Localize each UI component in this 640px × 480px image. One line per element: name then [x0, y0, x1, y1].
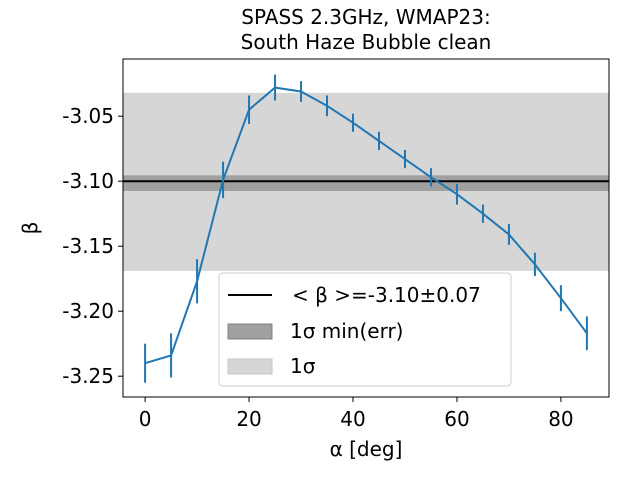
x-axis-label: α [deg]	[330, 437, 403, 461]
chart-title-line1: SPASS 2.3GHz, WMAP23:	[241, 5, 490, 29]
plot-area: < β >=-3.10±0.07 1σ min(err) 1σ	[122, 58, 610, 398]
plot-frame	[122, 58, 610, 398]
x-tick-label: 40	[340, 407, 365, 431]
legend-label-sigma: 1σ	[290, 354, 316, 378]
legend: < β >=-3.10±0.07 1σ min(err) 1σ	[218, 272, 512, 387]
legend-label-mean: < β >=-3.10±0.07	[292, 283, 481, 307]
band-1sigma-min-err	[123, 175, 609, 191]
y-axis-label: β	[18, 222, 42, 235]
series-line-0	[144, 86, 588, 365]
series-group	[144, 74, 588, 383]
x-tick-label: 60	[444, 407, 469, 431]
x-tick-label: 0	[139, 407, 152, 431]
y-tick-label: -3.20	[62, 299, 114, 323]
x-tick-label: 80	[548, 407, 573, 431]
legend-label-min-err: 1σ min(err)	[290, 319, 403, 343]
y-tick-label: -3.10	[62, 169, 114, 193]
y-tick-label: -3.15	[62, 234, 114, 258]
legend-box	[218, 272, 512, 387]
x-axis: 0 20 40 60 80	[139, 397, 574, 431]
x-tick-label: 20	[236, 407, 261, 431]
y-tick-label: -3.25	[62, 364, 114, 388]
y-tick-label: -3.05	[62, 104, 114, 128]
y-axis: -3.05 -3.10 -3.15 -3.20 -3.25	[62, 104, 123, 388]
legend-min-err-patch	[227, 323, 273, 340]
legend-sigma-patch	[227, 358, 273, 375]
chart-title-line2: South Haze Bubble clean	[241, 30, 492, 54]
